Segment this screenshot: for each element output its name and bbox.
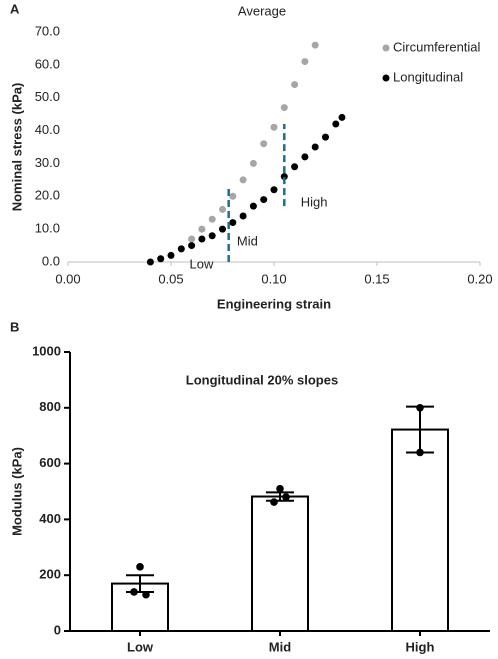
data-point	[416, 448, 424, 457]
data-point	[322, 133, 329, 141]
y-axis-label: Modulus (kPa)	[9, 447, 24, 536]
x-tick-label: Low	[127, 639, 154, 654]
chart-title: Average	[238, 3, 286, 18]
x-tick-label: High	[406, 639, 435, 654]
chart-title: Longitudinal 20% slopes	[186, 372, 338, 387]
data-point	[311, 41, 319, 49]
bar	[391, 428, 449, 633]
y-tick-label: 800	[39, 399, 61, 414]
x-tick-label: 0.10	[261, 271, 286, 286]
data-point	[188, 242, 196, 250]
data-point	[311, 143, 319, 151]
data-point	[338, 113, 346, 121]
annotation: Mid	[237, 234, 258, 249]
x-tick-label: 0.00	[55, 271, 80, 286]
panel-label: B	[10, 319, 19, 334]
annotation: High	[301, 194, 328, 209]
y-tick-label: 40.0	[35, 122, 60, 137]
legend-marker	[382, 74, 390, 82]
data-point	[177, 245, 185, 253]
data-point	[301, 58, 309, 66]
data-point	[188, 235, 196, 243]
data-point	[260, 196, 268, 204]
data-point	[301, 153, 309, 161]
data-point	[270, 123, 278, 131]
y-tick-label: 0.0	[42, 253, 60, 268]
legend-label: Circumferential	[393, 39, 481, 54]
y-tick-label: 50.0	[35, 89, 60, 104]
y-tick-label: 0	[54, 622, 61, 637]
y-tick-label: 10.0	[35, 221, 60, 236]
data-point	[208, 215, 216, 223]
y-tick-label: 60.0	[35, 56, 60, 71]
panel-label: A	[10, 1, 20, 16]
data-point	[136, 563, 144, 571]
data-point	[239, 176, 247, 184]
y-tick-label: 400	[39, 511, 61, 526]
data-point	[260, 140, 268, 148]
data-point	[198, 235, 206, 243]
data-point	[249, 202, 257, 210]
data-point	[280, 173, 288, 181]
y-tick-label: 20.0	[35, 188, 60, 203]
data-point	[229, 219, 237, 227]
y-tick-label: 30.0	[35, 155, 60, 170]
data-point	[219, 225, 226, 233]
data-point	[276, 484, 284, 493]
data-point	[142, 590, 150, 599]
data-point	[130, 588, 138, 596]
legend-label: Longitudinal	[393, 69, 463, 84]
data-point	[208, 232, 216, 240]
data-point	[157, 255, 165, 263]
data-point	[229, 192, 237, 200]
x-tick-label: 0.05	[158, 271, 183, 286]
data-point	[167, 251, 175, 259]
y-tick-label: 70.0	[35, 23, 60, 38]
x-tick-label: Mid	[269, 639, 291, 654]
data-point	[416, 404, 424, 412]
data-point	[249, 159, 257, 167]
data-point	[291, 81, 299, 89]
data-point	[291, 163, 299, 171]
legend-marker	[382, 44, 390, 52]
x-tick-label: 0.15	[364, 271, 389, 286]
annotation: Low	[190, 257, 214, 272]
data-point	[239, 212, 247, 220]
data-point	[146, 258, 154, 266]
y-tick-label: 1000	[32, 343, 61, 358]
y-tick-label: 600	[39, 455, 61, 470]
x-axis-label: Engineering strain	[217, 296, 331, 311]
data-point	[282, 493, 290, 501]
data-point	[219, 205, 226, 213]
y-axis-label: Nominal stress (kPa)	[9, 83, 24, 212]
data-point	[332, 120, 340, 128]
x-tick-label: 0.20	[467, 271, 492, 286]
data-point	[198, 225, 206, 233]
bar	[251, 495, 309, 632]
data-point	[270, 186, 278, 194]
data-point	[280, 104, 288, 112]
y-tick-label: 200	[39, 567, 61, 582]
data-point	[270, 498, 278, 506]
